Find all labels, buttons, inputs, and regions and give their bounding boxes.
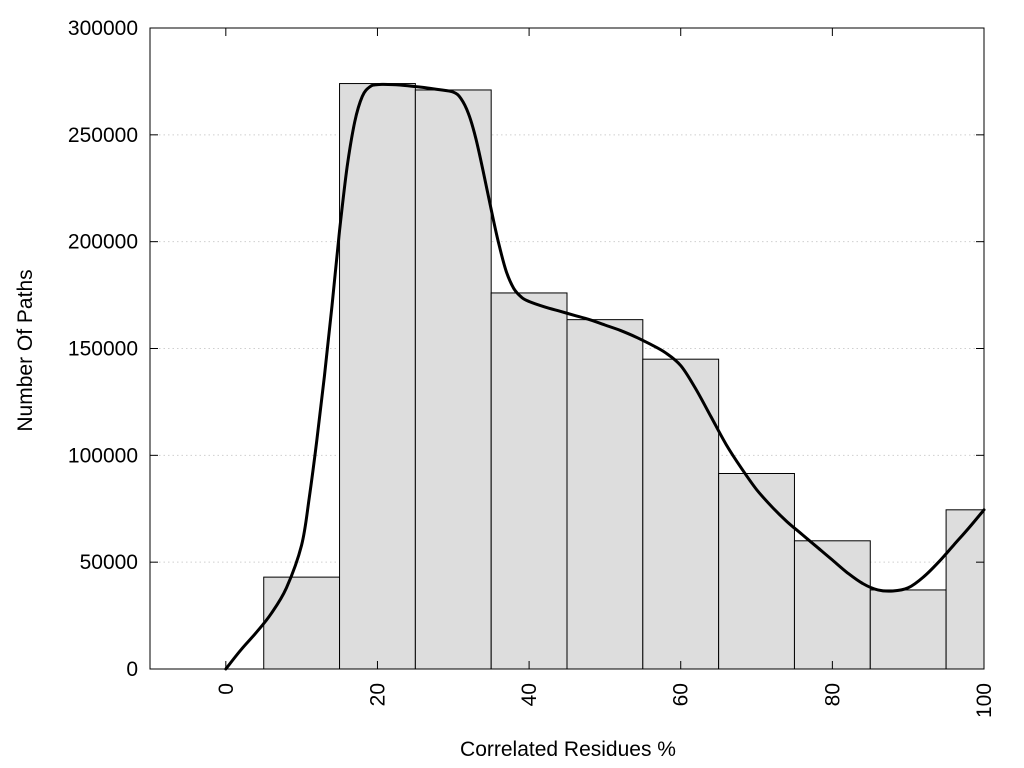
histogram-bar — [793, 540, 871, 670]
density-curve-line — [224, 82, 986, 671]
x-axis-title: Correlated Residues % — [460, 738, 676, 761]
x-tick-label: 20 — [366, 683, 389, 706]
histogram-bar — [642, 358, 720, 670]
histogram-bar — [945, 509, 985, 670]
y-tick-label: 50000 — [80, 551, 138, 574]
x-tick-label: 80 — [821, 683, 844, 706]
y-axis-title: Number Of Paths — [14, 269, 37, 431]
y-tick-label: 250000 — [68, 124, 138, 147]
histogram-bar — [339, 83, 416, 670]
histogram-bar — [490, 292, 568, 670]
histogram-bar — [263, 576, 341, 670]
x-tick-label: 40 — [518, 683, 541, 706]
x-tick-label: 0 — [215, 683, 238, 695]
histogram-bar — [414, 89, 492, 670]
x-tick-label: 60 — [670, 683, 693, 706]
histogram-bar — [566, 319, 644, 670]
histogram-bar — [718, 472, 795, 670]
y-tick-label: 0 — [126, 658, 138, 681]
axis-ticks: 0 50000 100000 150000 200000 250000 300000 0 20 4… — [68, 17, 996, 718]
histogram-bars — [263, 83, 985, 670]
y-tick-label: 200000 — [68, 231, 138, 254]
y-tick-label: 150000 — [68, 338, 138, 361]
histogram-bar — [869, 589, 947, 670]
y-tick-label: 100000 — [68, 444, 138, 467]
density-curve — [224, 82, 986, 671]
x-tick-label: 100 — [973, 683, 996, 718]
y-tick-label: 300000 — [68, 17, 138, 40]
